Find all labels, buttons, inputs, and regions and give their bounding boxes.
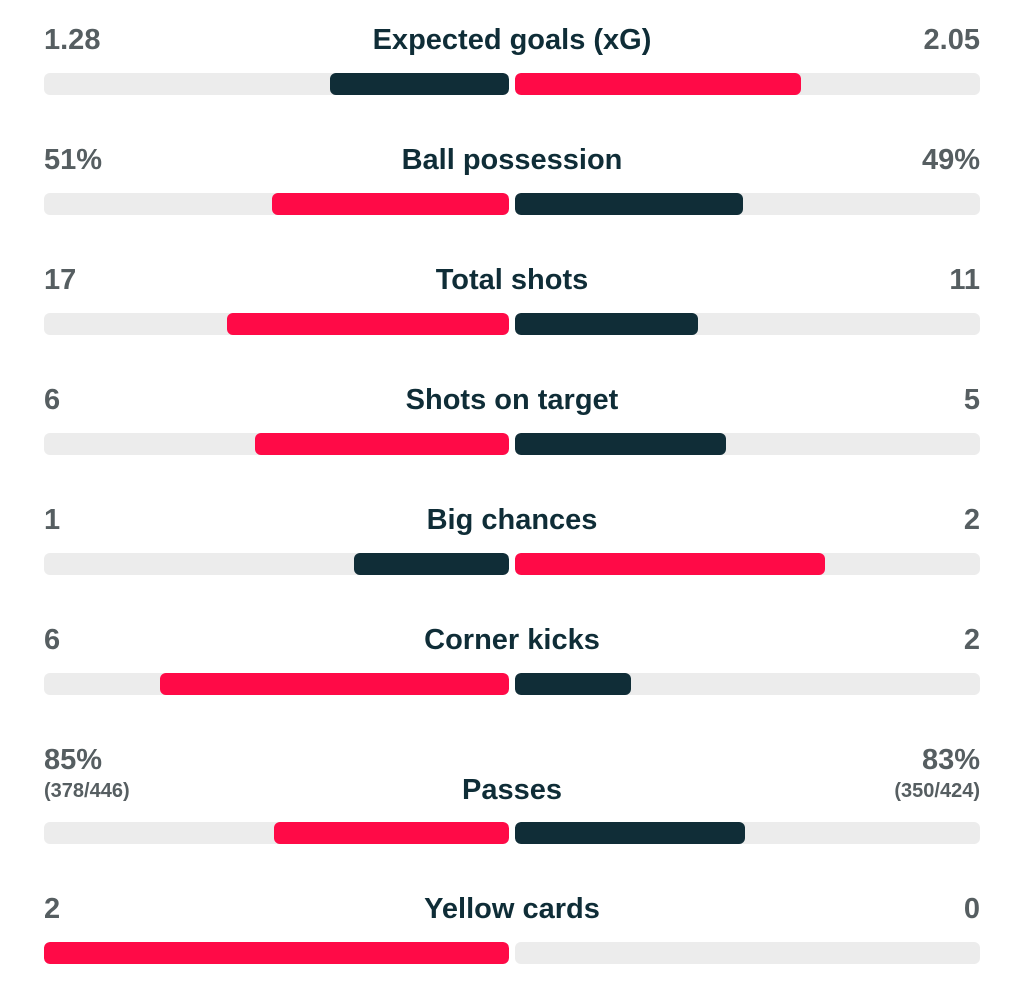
home-value: 17 — [44, 258, 76, 302]
home-bar-track — [44, 673, 509, 695]
stat-title: Ball possession — [401, 144, 623, 176]
away-bar-track — [515, 553, 980, 575]
home-bar-fill — [255, 433, 509, 455]
away-value: 2.05 — [924, 18, 980, 62]
away-bar-track — [515, 313, 980, 335]
stat-row: 1 Big chances 2 — [44, 498, 980, 575]
home-value: 6 — [44, 378, 60, 422]
away-bar-fill — [515, 313, 698, 335]
away-bar-fill — [515, 433, 727, 455]
home-value-text: 17 — [44, 264, 77, 296]
away-value: 2 — [964, 498, 980, 542]
home-bar-fill — [160, 673, 509, 695]
home-value-text: 1 — [44, 504, 61, 536]
stat-row: 1.28 Expected goals (xG) 2.05 — [44, 18, 980, 95]
away-value: 5 — [964, 378, 980, 422]
away-bar-fill — [515, 673, 632, 695]
away-bar-fill — [515, 193, 743, 215]
home-bar-fill — [354, 553, 509, 575]
home-bar-fill — [44, 942, 509, 964]
home-value-text: 6 — [44, 384, 61, 416]
away-value: 49% — [922, 138, 980, 182]
away-sub-value: (350/424) — [894, 780, 980, 802]
away-bar-track — [515, 73, 980, 95]
home-value-text: 6 — [44, 624, 61, 656]
home-value-text: 2 — [44, 893, 61, 925]
home-bar-track — [44, 73, 509, 95]
stat-header: 85% (378/446) Passes 83% (350/424) — [44, 738, 980, 811]
home-value: 1.28 — [44, 18, 100, 62]
stat-header: 1.28 Expected goals (xG) 2.05 — [44, 18, 980, 62]
home-bar-track — [44, 822, 509, 844]
home-value: 6 — [44, 618, 60, 662]
away-value: 2 — [964, 618, 980, 662]
home-value-text: 1.28 — [44, 24, 101, 56]
home-bar-track — [44, 193, 509, 215]
away-value-text: 2 — [963, 624, 980, 656]
home-value: 1 — [44, 498, 60, 542]
stat-header: 6 Corner kicks 2 — [44, 618, 980, 662]
home-value: 51% — [44, 138, 102, 182]
home-bar-fill — [226, 313, 509, 335]
home-value-text: 85% — [44, 744, 103, 776]
home-bar-track — [44, 553, 509, 575]
home-value: 85% (378/446) — [44, 738, 130, 806]
away-bar-track — [515, 433, 980, 455]
stat-bars — [44, 942, 980, 964]
away-bar-track — [515, 942, 980, 964]
stat-title: Big chances — [426, 504, 598, 536]
away-value-text: 2.05 — [923, 24, 980, 56]
away-bar-fill — [515, 822, 745, 844]
away-value-text: 49% — [921, 144, 980, 176]
stat-bars — [44, 433, 980, 455]
away-value: 0 — [964, 887, 980, 931]
stat-bars — [44, 73, 980, 95]
away-bar-fill — [515, 553, 825, 575]
away-value-text: 83% — [921, 744, 980, 776]
stat-row: 51% Ball possession 49% — [44, 138, 980, 215]
home-bar-fill — [273, 822, 509, 844]
stat-title: Total shots — [435, 264, 589, 296]
away-bar-track — [515, 822, 980, 844]
away-bar-track — [515, 673, 980, 695]
stat-row: 2 Yellow cards 0 — [44, 887, 980, 964]
home-bar-track — [44, 313, 509, 335]
away-value-text: 0 — [963, 893, 980, 925]
stat-title: Expected goals (xG) — [372, 24, 652, 56]
stat-row: 6 Shots on target 5 — [44, 378, 980, 455]
home-value: 2 — [44, 887, 60, 931]
away-value-text: 5 — [963, 384, 980, 416]
away-value: 11 — [949, 258, 980, 302]
stat-title: Corner kicks — [424, 624, 600, 656]
home-bar-track — [44, 433, 509, 455]
stat-bars — [44, 673, 980, 695]
stat-title: Passes — [462, 774, 562, 806]
stat-title: Shots on target — [405, 384, 619, 416]
stat-row: 85% (378/446) Passes 83% (350/424) — [44, 738, 980, 844]
stat-title: Yellow cards — [424, 893, 600, 925]
away-value-text: 11 — [949, 264, 980, 296]
stat-row: 6 Corner kicks 2 — [44, 618, 980, 695]
stat-bars — [44, 822, 980, 844]
stat-header: 1 Big chances 2 — [44, 498, 980, 542]
home-sub-value: (378/446) — [44, 780, 130, 802]
stat-header: 17 Total shots 11 — [44, 258, 980, 302]
home-bar-fill — [330, 73, 509, 95]
away-value: 83% (350/424) — [894, 738, 980, 806]
stat-bars — [44, 193, 980, 215]
home-bar-track — [44, 942, 509, 964]
stat-bars — [44, 313, 980, 335]
away-bar-fill — [515, 73, 802, 95]
stat-header: 51% Ball possession 49% — [44, 138, 980, 182]
stat-row: 17 Total shots 11 — [44, 258, 980, 335]
away-bar-track — [515, 193, 980, 215]
stat-bars — [44, 553, 980, 575]
home-bar-fill — [271, 193, 509, 215]
stat-header: 6 Shots on target 5 — [44, 378, 980, 422]
match-statistics: 1.28 Expected goals (xG) 2.05 51% Ball p… — [44, 18, 980, 1007]
away-value-text: 2 — [963, 504, 980, 536]
home-value-text: 51% — [44, 144, 103, 176]
stat-header: 2 Yellow cards 0 — [44, 887, 980, 931]
